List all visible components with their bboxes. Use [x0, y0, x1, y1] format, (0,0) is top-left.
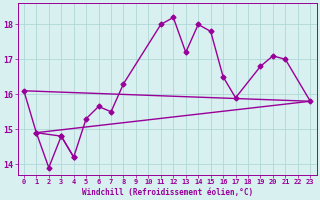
X-axis label: Windchill (Refroidissement éolien,°C): Windchill (Refroidissement éolien,°C) [82, 188, 253, 197]
